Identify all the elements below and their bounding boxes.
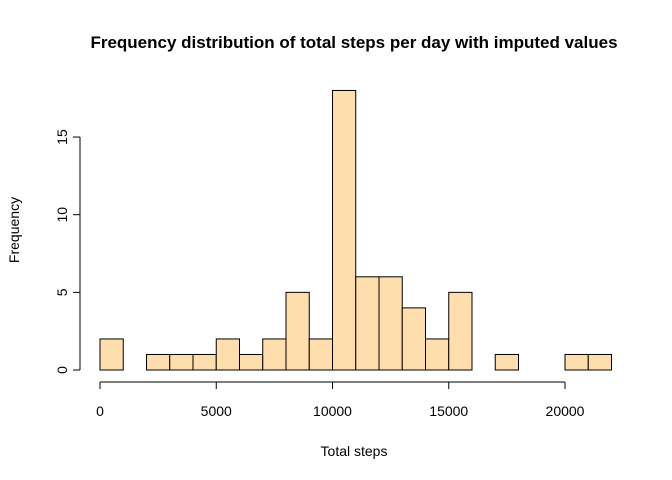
x-axis: 0 5000 10000 15000 20000 <box>96 381 585 419</box>
histogram-bar <box>99 338 124 371</box>
y-axis: 0 5 10 15 <box>54 129 81 374</box>
x-tick-label: 10000 <box>313 403 352 419</box>
histogram-bar <box>215 338 240 371</box>
x-axis-label: Total steps <box>321 443 388 459</box>
histogram-bar <box>448 291 473 371</box>
y-axis-label: Frequency <box>6 197 22 263</box>
x-tick-label: 0 <box>96 403 104 419</box>
histogram-bar <box>587 353 612 371</box>
chart-title: Frequency distribution of total steps pe… <box>90 33 617 52</box>
y-tick-label: 10 <box>54 207 70 223</box>
histogram-bar <box>378 276 403 371</box>
histogram-bar <box>285 291 310 371</box>
x-tick-label: 5000 <box>201 403 232 419</box>
histogram-bar <box>169 353 194 371</box>
histogram-bar <box>564 353 589 371</box>
histogram-bar <box>425 338 450 371</box>
histogram-bar <box>401 307 426 371</box>
y-tick-label: 5 <box>54 288 70 296</box>
histogram-bar <box>262 338 287 371</box>
histogram-bar <box>146 353 171 371</box>
histogram-bar <box>355 276 380 371</box>
histogram-bar <box>192 353 217 371</box>
histogram-bar <box>332 89 357 371</box>
histogram-bar <box>308 338 333 371</box>
histogram-bar <box>239 353 264 371</box>
y-tick-label: 15 <box>54 129 70 145</box>
x-tick-label: 15000 <box>429 403 468 419</box>
y-tick-label: 0 <box>54 366 70 374</box>
histogram-bar <box>494 353 519 371</box>
bars-group <box>99 89 612 371</box>
x-tick-label: 20000 <box>546 403 585 419</box>
